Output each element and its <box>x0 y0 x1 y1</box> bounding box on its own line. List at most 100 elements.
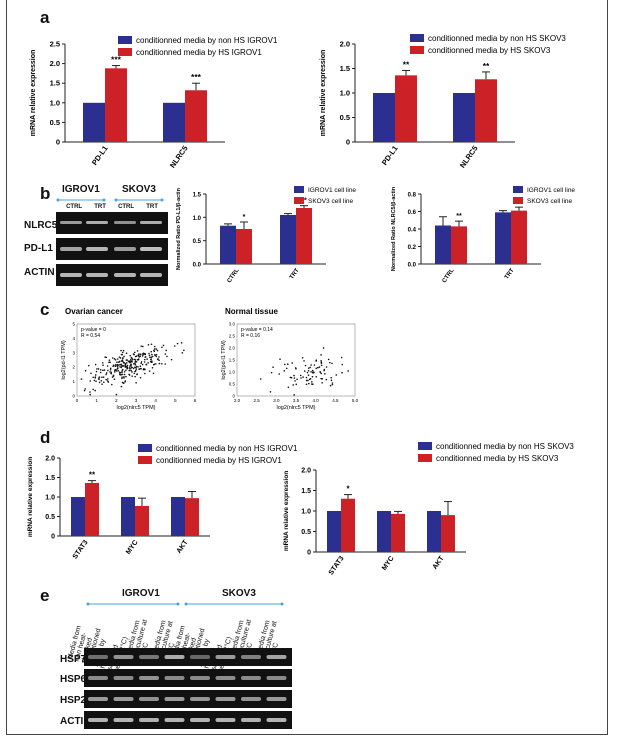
y-tick-label: 3 <box>72 350 75 355</box>
blot-band <box>139 697 159 701</box>
legend-swatch <box>294 186 304 193</box>
scatter-point <box>153 363 156 366</box>
scatter-point <box>116 361 118 363</box>
x-tick-label: TRT <box>504 267 516 280</box>
bar <box>395 75 417 142</box>
scatter-point <box>133 363 135 365</box>
y-axis-label: mRNA relative expression <box>27 457 34 537</box>
scatter-point <box>106 365 109 367</box>
scatter-point <box>136 373 138 376</box>
blot-e-cell-line-1: IGROV1 <box>122 588 160 599</box>
scatter-point <box>146 358 148 360</box>
y-tick-label: 0 <box>346 138 350 147</box>
y-tick-label: 1.0 <box>50 98 60 107</box>
scatter-point <box>340 356 343 359</box>
scatter-point <box>152 372 155 375</box>
blot-band <box>266 655 287 659</box>
scatter-point <box>341 363 344 366</box>
x-tick-label: 2.0 <box>234 398 241 403</box>
scatter-point <box>125 362 128 364</box>
scatter-point <box>92 388 95 391</box>
blot-band <box>190 697 210 701</box>
scatter-point <box>129 360 132 362</box>
scatter-point <box>110 372 112 375</box>
scatter-point <box>158 362 161 365</box>
y-axis-label: mRNA relative expression <box>30 50 37 137</box>
scatter-point <box>121 373 124 376</box>
scatter-point <box>109 371 111 373</box>
scatter-point <box>155 355 158 358</box>
significance-label: *** <box>111 55 122 65</box>
legend-label: conditionned media by HS SKOV3 <box>428 46 551 55</box>
scatter-point <box>120 349 122 352</box>
scatter-point <box>131 357 133 360</box>
scatter-point <box>130 366 133 368</box>
scatter-point <box>117 364 120 366</box>
scatter-point <box>310 371 312 373</box>
blot-band <box>88 718 108 722</box>
y-tick-label: 0.5 <box>45 514 55 521</box>
bar <box>171 497 185 536</box>
bar <box>451 226 467 264</box>
scatter-point <box>347 370 349 372</box>
scatter-point <box>94 374 97 376</box>
legend-swatch <box>513 186 523 193</box>
scatter-point <box>102 369 104 372</box>
bar <box>135 505 149 536</box>
scatter-point <box>135 366 137 369</box>
scatter-point <box>126 364 129 367</box>
scatter-point <box>147 362 149 364</box>
scatter-point <box>104 356 106 358</box>
scatter-point <box>323 368 326 371</box>
scatter-point <box>259 378 262 380</box>
scatter-point <box>165 349 167 352</box>
scatter-point <box>129 365 131 367</box>
bar <box>441 515 455 552</box>
y-tick-label: 2.0 <box>340 40 350 49</box>
y-tick-label: 2.5 <box>50 40 60 49</box>
legend-swatch <box>138 456 152 464</box>
x-tick-label: STAT3 <box>328 555 346 576</box>
scatter-point <box>160 363 163 365</box>
scatter-point <box>119 366 121 368</box>
x-tick-label: 6 <box>194 398 197 403</box>
scatter-point <box>151 361 153 363</box>
scatter-point <box>139 365 142 368</box>
scatter-point <box>124 364 126 367</box>
scatter-point <box>115 393 118 396</box>
scatter-point <box>335 374 338 376</box>
y-tick-label: 2.0 <box>50 59 60 68</box>
scatter-point <box>100 380 103 382</box>
scatter-point <box>304 364 307 367</box>
scatter-point <box>120 364 123 366</box>
scatter-point <box>94 363 97 366</box>
y-axis-label: mRNA relative expression <box>320 50 327 137</box>
scatter-point <box>119 371 122 374</box>
blot-e-protein-actin: ACTIN <box>60 716 91 727</box>
scatter-point <box>102 364 104 366</box>
scatter-point <box>150 358 152 360</box>
y-tick-label: 2.5 <box>229 334 236 339</box>
scatter-point <box>136 350 139 352</box>
scatter-point <box>325 366 328 368</box>
chart-d-skov3: 0 0.5 1.0 1.5 2.0 mRNA relative expression * ST… <box>283 442 574 576</box>
blot-band <box>139 718 159 722</box>
scatter-point <box>139 376 142 379</box>
bar <box>71 497 85 536</box>
scatter-point <box>107 378 109 380</box>
y-tick-label: 2.0 <box>229 346 236 351</box>
scatter-point <box>122 349 125 352</box>
y-axis-label: log2(pd-l1 TPM) <box>221 340 227 379</box>
scatter-point <box>113 378 116 380</box>
significance-label: * <box>346 485 350 494</box>
scatter-point <box>315 367 318 370</box>
x-tick-label: 3.5 <box>293 398 300 403</box>
scatter-point <box>285 367 288 370</box>
bar <box>185 90 207 142</box>
panel-label-d: d <box>40 428 51 447</box>
scatter-point <box>158 359 160 362</box>
scatter-point <box>156 349 159 352</box>
scatter-point <box>289 376 292 379</box>
scatter-point <box>320 372 322 375</box>
scatter-point <box>129 358 132 361</box>
